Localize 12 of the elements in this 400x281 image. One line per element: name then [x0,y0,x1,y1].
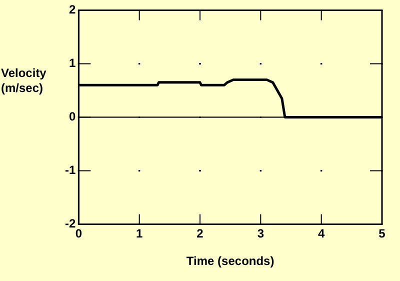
x-tick-label: 5 [378,226,386,241]
y-tick-label: -1 [65,163,76,178]
x-tick-label: 1 [136,226,143,241]
y-axis-title: Velocity (m/sec) [1,66,48,96]
x-tick-label: 3 [257,226,264,241]
y-tick-label: 2 [68,2,76,17]
y-tick-label: 0 [68,110,76,124]
x-tick-label: 4 [318,226,325,241]
y-tick-label: -2 [65,216,76,231]
x-tick-label: 2 [196,226,204,241]
x-axis-title: Time (seconds) [186,254,274,268]
y-tick-label: 1 [68,56,76,70]
